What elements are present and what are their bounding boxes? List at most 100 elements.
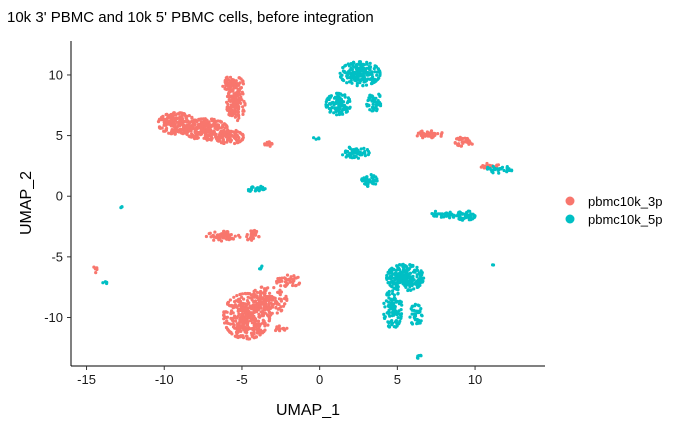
data-point <box>258 333 262 337</box>
data-point <box>227 97 231 102</box>
y-axis-title: UMAP_2 <box>18 171 35 235</box>
data-point <box>264 307 268 311</box>
data-point <box>414 309 418 313</box>
data-point <box>394 282 398 286</box>
data-point <box>187 114 191 118</box>
data-point <box>291 283 295 288</box>
data-point <box>242 317 246 321</box>
data-point <box>157 125 162 129</box>
data-point <box>314 137 318 141</box>
data-point <box>376 67 380 71</box>
data-point <box>265 143 269 147</box>
data-point <box>222 129 226 134</box>
data-point <box>263 187 267 191</box>
data-point <box>408 275 412 279</box>
data-point <box>491 263 496 267</box>
data-point <box>373 70 377 74</box>
data-point <box>262 300 267 304</box>
data-point <box>375 73 379 77</box>
data-point <box>439 212 443 216</box>
data-point <box>225 100 229 104</box>
data-point <box>347 145 351 150</box>
data-point <box>229 94 233 98</box>
data-point <box>411 263 415 268</box>
data-point <box>385 276 389 280</box>
data-point <box>366 98 370 103</box>
data-point <box>248 337 252 341</box>
data-point <box>378 69 382 74</box>
data-point <box>243 102 247 106</box>
data-point <box>252 292 256 296</box>
data-point <box>224 83 228 88</box>
data-point <box>363 154 367 158</box>
data-point <box>428 134 432 138</box>
data-point <box>274 328 278 333</box>
data-point <box>228 298 232 302</box>
data-point <box>338 107 342 111</box>
data-point <box>257 324 261 328</box>
data-point <box>173 124 177 128</box>
data-point <box>457 217 462 221</box>
data-point <box>374 64 378 68</box>
data-point <box>221 123 225 127</box>
data-point <box>413 270 417 274</box>
data-point <box>368 61 372 65</box>
data-point <box>226 84 230 88</box>
data-point <box>213 230 217 234</box>
data-point <box>195 131 200 135</box>
data-point <box>403 264 407 268</box>
data-point <box>245 334 249 339</box>
data-point <box>222 310 226 314</box>
data-point <box>417 131 421 135</box>
data-point <box>402 275 407 279</box>
data-point <box>267 304 271 308</box>
data-point <box>266 286 270 290</box>
data-point <box>345 107 349 111</box>
data-point <box>238 318 242 322</box>
data-point <box>233 82 237 86</box>
data-point <box>393 320 397 324</box>
data-point <box>233 103 237 107</box>
data-point <box>221 138 225 142</box>
data-point <box>448 213 452 217</box>
data-point <box>457 137 461 141</box>
data-point <box>196 126 200 130</box>
data-point <box>378 72 382 76</box>
data-point <box>240 90 244 94</box>
data-point <box>351 70 355 74</box>
data-point <box>366 184 370 188</box>
data-point <box>233 79 237 84</box>
data-point <box>237 106 241 110</box>
data-point <box>237 308 241 312</box>
data-point <box>243 325 247 329</box>
data-point <box>251 295 255 299</box>
data-point <box>451 213 455 217</box>
data-point <box>178 124 182 128</box>
data-point <box>463 136 467 140</box>
data-point <box>354 150 358 155</box>
data-point <box>341 153 345 157</box>
data-point <box>270 311 274 315</box>
data-point <box>202 129 206 133</box>
data-point <box>207 137 211 141</box>
legend-label-pbmc10k-3p: pbmc10k_3p <box>588 194 662 209</box>
data-point <box>358 66 362 70</box>
data-point <box>231 98 235 102</box>
data-point <box>365 73 369 77</box>
data-point <box>465 210 469 214</box>
data-point <box>355 76 360 80</box>
data-point <box>244 292 248 296</box>
data-point <box>362 178 366 182</box>
data-point <box>218 133 222 137</box>
data-point <box>388 314 392 318</box>
data-point <box>212 117 216 122</box>
data-point <box>238 300 242 304</box>
data-point <box>425 130 429 134</box>
data-point <box>440 131 444 135</box>
data-point <box>257 235 261 239</box>
data-point <box>233 133 237 137</box>
data-point <box>352 76 356 80</box>
data-point <box>352 154 357 158</box>
data-point <box>282 276 287 280</box>
